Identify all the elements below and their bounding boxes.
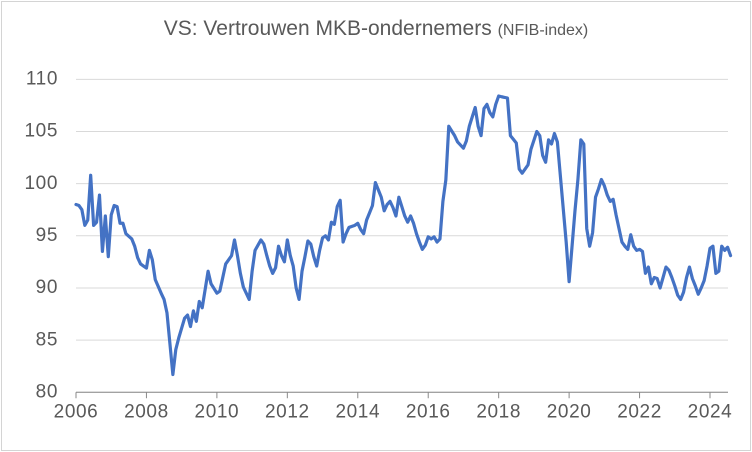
svg-text:80: 80 — [36, 381, 58, 402]
svg-text:2012: 2012 — [265, 402, 310, 423]
svg-text:2022: 2022 — [617, 402, 662, 423]
svg-text:2024: 2024 — [688, 402, 733, 423]
svg-text:2006: 2006 — [54, 402, 99, 423]
svg-text:2010: 2010 — [195, 402, 240, 423]
svg-text:105: 105 — [24, 121, 58, 142]
svg-text:110: 110 — [26, 69, 58, 90]
svg-text:95: 95 — [36, 225, 58, 246]
svg-text:2008: 2008 — [124, 402, 169, 423]
svg-text:2016: 2016 — [406, 402, 451, 423]
svg-text:2014: 2014 — [335, 402, 380, 423]
svg-text:2018: 2018 — [476, 402, 521, 423]
svg-text:2020: 2020 — [547, 402, 592, 423]
svg-text:90: 90 — [36, 277, 58, 298]
svg-text:100: 100 — [24, 173, 58, 194]
svg-text:85: 85 — [36, 329, 58, 350]
